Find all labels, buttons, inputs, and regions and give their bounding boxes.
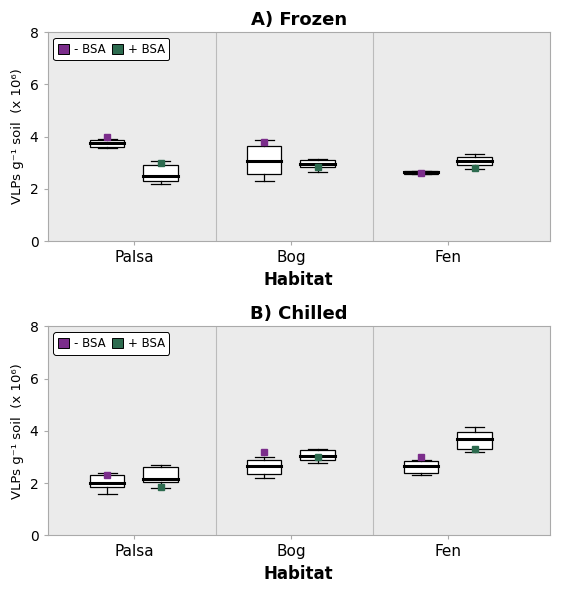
Y-axis label: VLPs g⁻¹ soil  (x 10⁶): VLPs g⁻¹ soil (x 10⁶) (11, 69, 24, 204)
Bar (143, 467, 178, 482)
Bar (143, 165, 178, 181)
Legend: - BSA, + BSA: - BSA, + BSA (53, 332, 169, 355)
Bar (457, 157, 492, 165)
X-axis label: Habitat: Habitat (264, 271, 334, 289)
Bar (90, 475, 125, 487)
Bar (300, 160, 335, 167)
Title: A) Frozen: A) Frozen (251, 11, 347, 29)
X-axis label: Habitat: Habitat (264, 565, 334, 583)
Bar (247, 146, 282, 175)
Title: B) Chilled: B) Chilled (250, 305, 347, 323)
Bar (300, 450, 335, 460)
Y-axis label: VLPs g⁻¹ soil  (x 10⁶): VLPs g⁻¹ soil (x 10⁶) (11, 363, 24, 499)
Bar (457, 432, 492, 449)
Bar (404, 461, 439, 473)
Bar (247, 460, 282, 474)
Legend: - BSA, + BSA: - BSA, + BSA (53, 38, 169, 61)
Bar (90, 141, 125, 147)
Bar (404, 171, 439, 173)
